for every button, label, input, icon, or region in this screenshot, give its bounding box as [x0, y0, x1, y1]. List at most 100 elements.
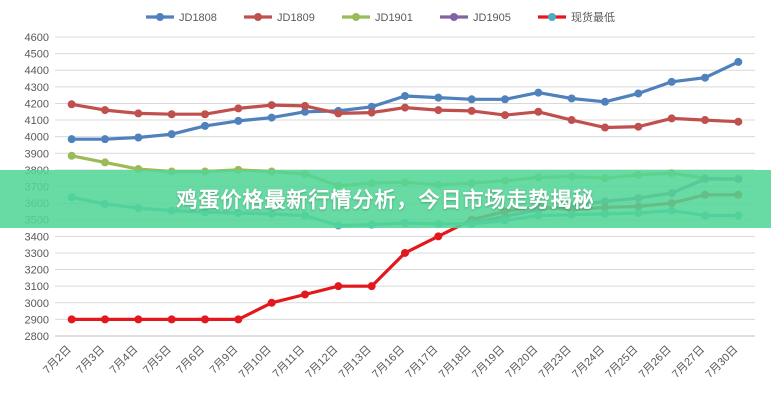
data-point [201, 110, 209, 119]
data-point [234, 116, 243, 125]
legend-marker [352, 13, 360, 21]
data-point [367, 108, 376, 117]
x-tick-label: 7月24日 [570, 344, 607, 381]
legend-marker [450, 13, 458, 21]
x-tick-label: 7月6日 [174, 344, 207, 377]
data-point [667, 77, 676, 86]
data-point [634, 89, 643, 98]
data-point [667, 114, 676, 123]
data-point [501, 111, 509, 120]
headline-text: 鸡蛋价格最新行情分析，今日市场走势揭秘 [176, 188, 595, 212]
data-point [267, 101, 276, 110]
legend: JD1808 JD1809 JD1901 JD1905 现货最低 [146, 10, 615, 24]
data-point [101, 315, 109, 324]
x-tick-label: 7月10日 [237, 344, 274, 381]
data-point [301, 107, 309, 116]
x-tick-label: 7月5日 [141, 344, 174, 377]
data-point [67, 315, 76, 324]
legend-label: JD1808 [179, 12, 217, 24]
y-tick-label: 3400 [25, 231, 49, 243]
y-tick-label: 3300 [25, 248, 49, 260]
data-point [367, 282, 376, 291]
data-point [734, 57, 743, 66]
data-point [567, 116, 576, 125]
data-point [701, 116, 709, 125]
x-tick-label: 7月26日 [637, 344, 674, 381]
data-point [334, 109, 343, 118]
data-point [134, 109, 143, 118]
data-point [401, 91, 409, 100]
x-tick-label: 7月19日 [470, 344, 507, 381]
data-point [101, 106, 109, 115]
y-tick-label: 4300 [25, 82, 49, 94]
y-tick-label: 4500 [25, 49, 49, 61]
legend-label: JD1905 [473, 12, 511, 24]
x-tick-label: 7月2日 [41, 344, 74, 377]
y-tick-label: 3000 [25, 298, 49, 310]
y-tick-label: 4600 [25, 32, 49, 44]
data-point [267, 298, 276, 307]
data-point [67, 135, 76, 144]
x-tick-label: 7月20日 [503, 344, 540, 381]
data-point [367, 102, 376, 111]
data-point [401, 103, 409, 112]
data-point [67, 100, 76, 109]
data-point [734, 117, 743, 126]
data-point [567, 94, 576, 103]
y-tick-label: 3900 [25, 148, 49, 160]
y-tick-label: 2900 [25, 314, 49, 326]
x-tick-label: 7月16日 [370, 344, 407, 381]
data-point [434, 93, 443, 102]
data-point [701, 73, 709, 82]
data-point [434, 106, 443, 115]
x-tick-label: 7月12日 [303, 344, 340, 381]
data-point [334, 282, 343, 291]
x-tick-label: 7月30日 [703, 344, 740, 381]
data-point [301, 101, 309, 110]
y-tick-label: 3200 [25, 265, 49, 277]
data-point [501, 95, 509, 104]
data-point [201, 315, 209, 324]
series-JD1809 [67, 100, 743, 132]
data-point [167, 110, 176, 119]
data-point [167, 315, 176, 324]
x-tick-label: 7月4日 [108, 344, 141, 377]
y-tick-label: 4200 [25, 98, 49, 110]
data-point [201, 121, 209, 130]
data-point [67, 151, 76, 160]
data-point [101, 135, 109, 144]
y-tick-label: 4000 [25, 132, 49, 144]
legend-marker [156, 13, 164, 21]
data-point [234, 315, 243, 324]
x-tick-label: 7月3日 [74, 344, 107, 377]
legend-marker [254, 13, 262, 21]
data-point [434, 232, 443, 241]
data-point [601, 123, 609, 132]
data-point [467, 106, 476, 115]
legend-label: JD1901 [375, 12, 413, 24]
x-tick-label: 7月23日 [537, 344, 574, 381]
data-point [267, 113, 276, 122]
data-point [134, 133, 143, 142]
x-tick-label: 7月11日 [271, 344, 307, 380]
data-point [234, 104, 243, 113]
x-tick-label: 7月17日 [403, 344, 440, 381]
data-point [467, 95, 476, 104]
data-point [301, 290, 309, 299]
y-tick-label: 4100 [25, 115, 49, 127]
x-tick-label: 7月18日 [437, 344, 474, 381]
data-point [601, 97, 609, 106]
y-tick-label: 2800 [25, 331, 49, 343]
data-point [134, 315, 143, 324]
legend-label: JD1809 [277, 12, 315, 24]
data-point [167, 130, 176, 139]
x-tick-label: 7月9日 [208, 344, 241, 377]
y-tick-label: 3100 [25, 281, 49, 293]
data-point [101, 158, 109, 167]
data-point [534, 88, 543, 97]
x-tick-label: 7月25日 [603, 344, 640, 381]
headline-banner: 鸡蛋价格最新行情分析，今日市场走势揭秘 [0, 170, 771, 228]
y-tick-label: 4400 [25, 65, 49, 77]
data-point [401, 248, 409, 257]
data-point [534, 107, 543, 116]
